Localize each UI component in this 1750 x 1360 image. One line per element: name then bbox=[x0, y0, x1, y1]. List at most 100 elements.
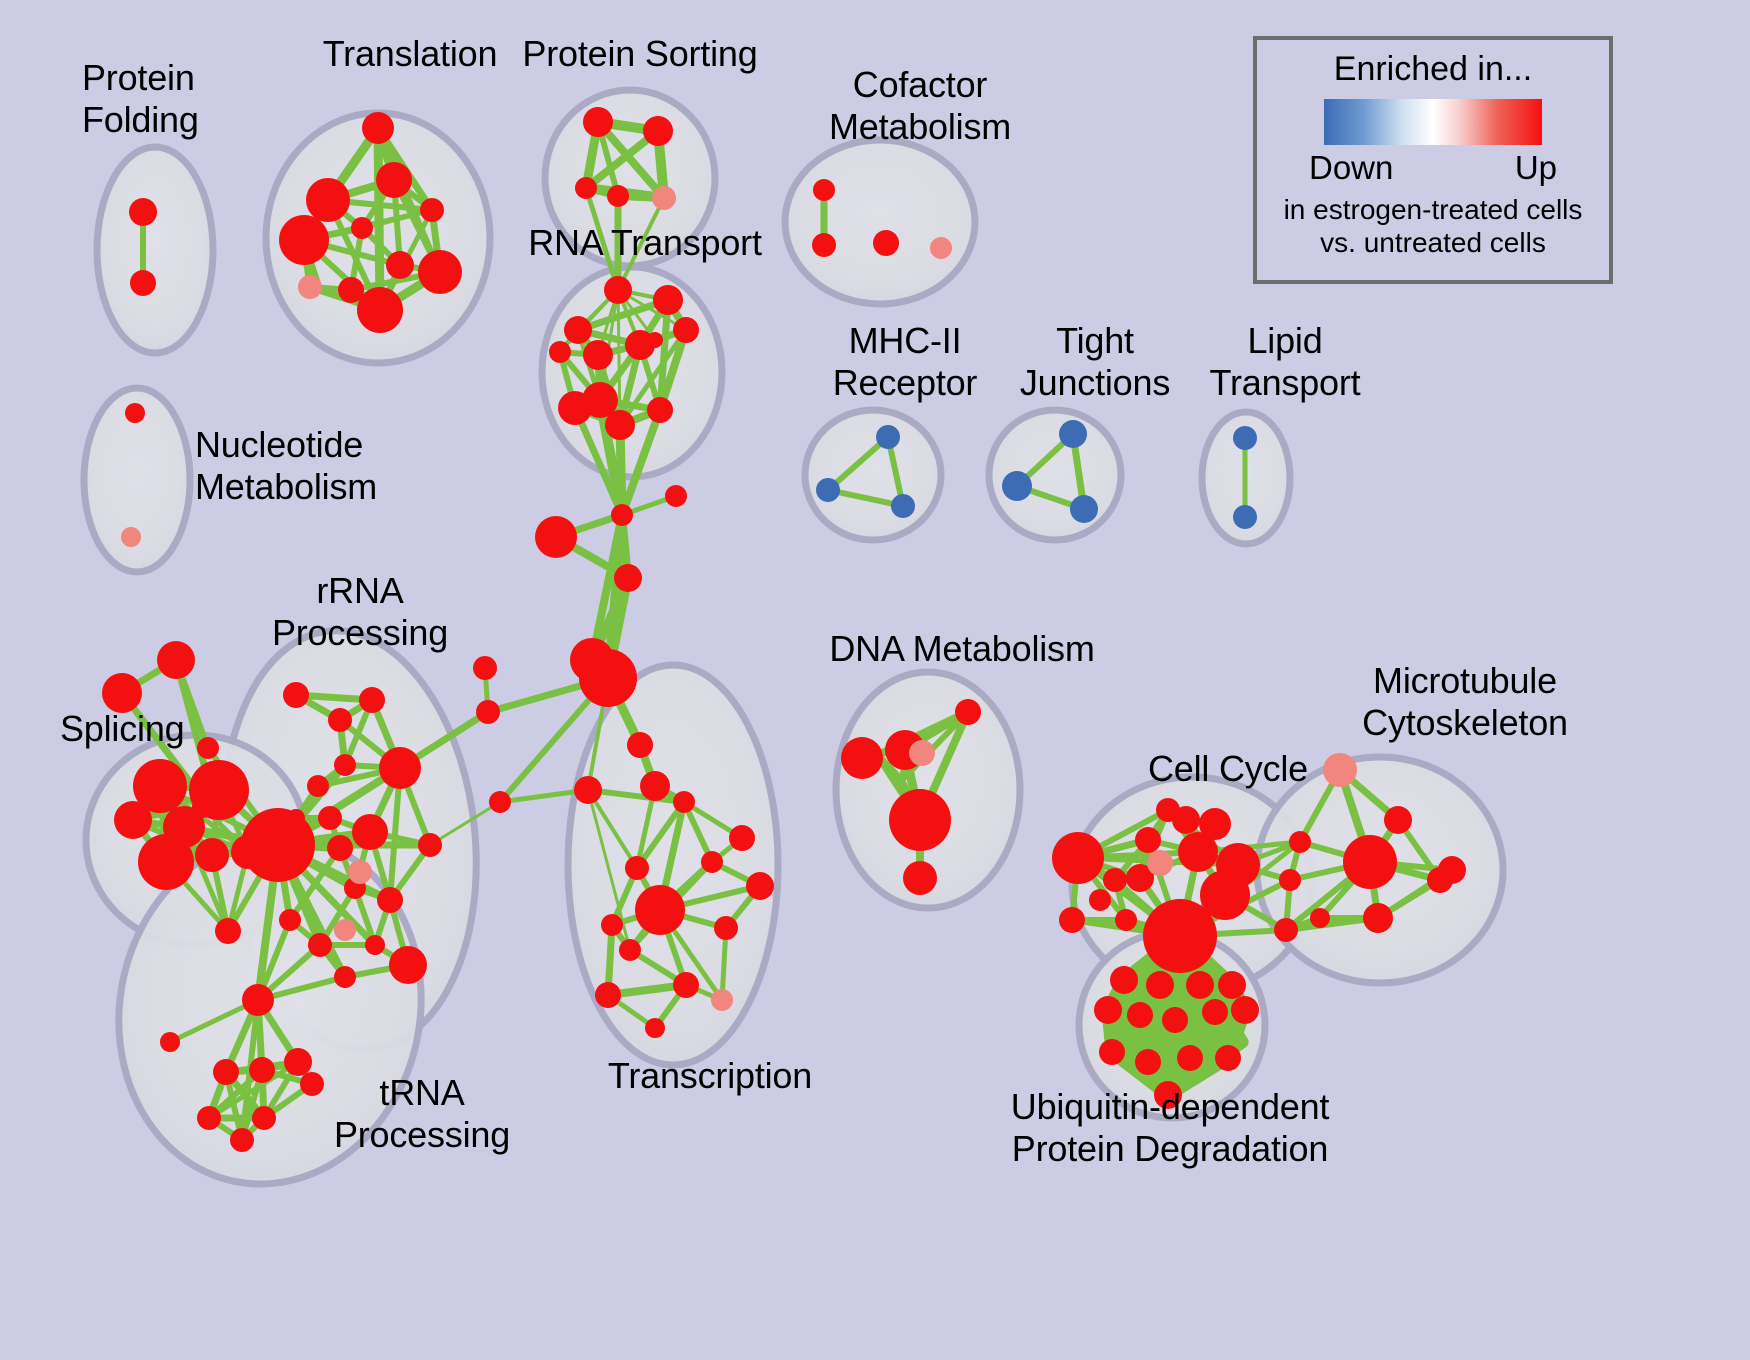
node bbox=[643, 116, 673, 146]
node bbox=[102, 673, 142, 713]
node bbox=[1127, 1002, 1153, 1028]
hull-cofactor bbox=[781, 136, 979, 308]
node bbox=[1274, 918, 1298, 942]
cluster-label-microtubule: Microtubule Cytoskeleton bbox=[1362, 660, 1568, 743]
node bbox=[215, 918, 241, 944]
node bbox=[114, 801, 152, 839]
node bbox=[701, 851, 723, 873]
node bbox=[574, 776, 602, 804]
node bbox=[673, 791, 695, 813]
node bbox=[1384, 806, 1412, 834]
node bbox=[595, 982, 621, 1008]
node bbox=[711, 989, 733, 1011]
node bbox=[558, 391, 592, 425]
node bbox=[252, 1106, 276, 1130]
cluster-label-protein-folding: Protein Folding bbox=[82, 57, 199, 140]
node bbox=[287, 809, 305, 827]
node bbox=[249, 1057, 275, 1083]
node bbox=[1279, 869, 1301, 891]
node bbox=[601, 914, 623, 936]
node bbox=[192, 796, 214, 818]
node bbox=[489, 791, 511, 813]
node bbox=[1147, 850, 1173, 876]
legend-panel: Enriched in... Down Up in estrogen-treat… bbox=[1253, 36, 1613, 284]
node bbox=[1233, 426, 1257, 450]
node bbox=[376, 162, 412, 198]
cluster-label-rrna-processing: rRNA Processing bbox=[271, 570, 449, 653]
node bbox=[230, 1128, 254, 1152]
node bbox=[1186, 971, 1214, 999]
node bbox=[535, 516, 577, 558]
cluster-label-trna-processing: tRNA Processing bbox=[333, 1072, 511, 1155]
node bbox=[614, 564, 642, 592]
node bbox=[348, 860, 372, 884]
cluster-label-lipid-transport: Lipid Transport bbox=[1209, 320, 1361, 403]
node bbox=[665, 485, 687, 507]
node bbox=[1200, 870, 1250, 920]
node bbox=[1126, 864, 1154, 892]
node bbox=[195, 838, 229, 872]
node bbox=[352, 814, 388, 850]
node bbox=[1289, 831, 1311, 853]
node bbox=[876, 425, 900, 449]
node bbox=[1323, 753, 1357, 787]
hull-mhc bbox=[801, 406, 945, 544]
node bbox=[1162, 1007, 1188, 1033]
node bbox=[351, 217, 373, 239]
node bbox=[891, 494, 915, 518]
node bbox=[318, 806, 342, 830]
node bbox=[420, 198, 444, 222]
node bbox=[328, 708, 352, 732]
hull-protein-folding bbox=[93, 143, 217, 357]
node bbox=[647, 332, 663, 348]
node bbox=[1146, 971, 1174, 999]
node bbox=[652, 186, 676, 210]
node bbox=[1218, 971, 1246, 999]
node bbox=[653, 285, 683, 315]
cluster-label-ubiquitin-degradation: Ubiquitin-dependent Protein Degradation bbox=[1010, 1086, 1330, 1169]
node bbox=[1094, 996, 1122, 1024]
node bbox=[873, 230, 899, 256]
node bbox=[673, 972, 699, 998]
node bbox=[955, 699, 981, 725]
node bbox=[279, 215, 329, 265]
node bbox=[160, 1032, 180, 1052]
node bbox=[334, 754, 356, 776]
node bbox=[1052, 832, 1104, 884]
cluster-label-rna-transport: RNA Transport bbox=[528, 222, 762, 263]
node bbox=[1172, 806, 1200, 834]
node bbox=[138, 834, 194, 890]
cluster-label-nucleotide-metabolism: Nucleotide Metabolism bbox=[195, 424, 378, 507]
hull-dna-metabolism bbox=[832, 668, 1024, 912]
node bbox=[579, 649, 637, 707]
node bbox=[359, 687, 385, 713]
node bbox=[889, 789, 951, 851]
node bbox=[647, 397, 673, 423]
node bbox=[386, 251, 414, 279]
node bbox=[379, 747, 421, 789]
node bbox=[1363, 903, 1393, 933]
legend-subtitle-line2: vs. untreated cells bbox=[1320, 227, 1546, 258]
node bbox=[1103, 868, 1127, 892]
node bbox=[307, 775, 329, 797]
node bbox=[357, 287, 403, 333]
cluster-label-dna-metabolism: DNA Metabolism bbox=[829, 628, 1095, 669]
node bbox=[283, 682, 309, 708]
node bbox=[306, 178, 350, 222]
node bbox=[583, 340, 613, 370]
node bbox=[1059, 907, 1085, 933]
cluster-label-translation: Translation bbox=[322, 33, 498, 74]
node bbox=[1143, 899, 1217, 973]
node bbox=[1135, 1049, 1161, 1075]
node bbox=[746, 872, 774, 900]
node bbox=[1202, 999, 1228, 1025]
node bbox=[1110, 966, 1138, 994]
node bbox=[1310, 908, 1330, 928]
node bbox=[619, 939, 641, 961]
node bbox=[1115, 909, 1137, 931]
node bbox=[812, 233, 836, 257]
node bbox=[1215, 1045, 1241, 1071]
node bbox=[1343, 835, 1397, 889]
node bbox=[583, 107, 613, 137]
node bbox=[1233, 505, 1257, 529]
